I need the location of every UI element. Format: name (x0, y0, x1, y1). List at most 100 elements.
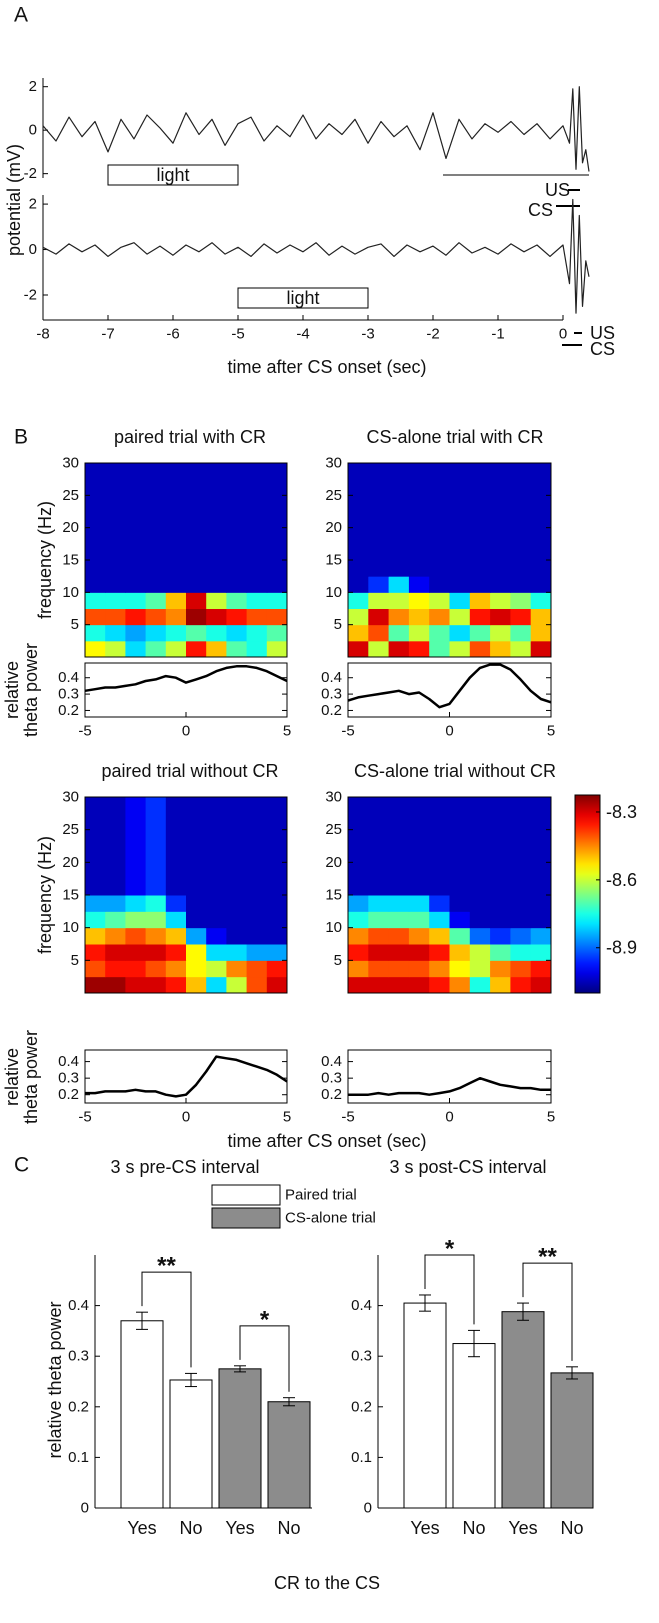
heatmap-cell (246, 927, 268, 945)
heatmap-cell (530, 592, 552, 609)
heatmap-cell (105, 911, 126, 929)
chart-title: 3 s pre-CS interval (110, 1157, 259, 1177)
x-tick-label: No (560, 1518, 583, 1538)
heatmap-cell (206, 944, 227, 961)
y-tick-label: 0.3 (321, 686, 342, 703)
heatmap-cell (368, 976, 390, 994)
heatmap-cell (206, 797, 227, 896)
heatmap-cell (348, 576, 369, 593)
heatmap-cell (145, 911, 167, 929)
heatmap-cell (388, 560, 410, 577)
x-tick-label: -2 (426, 326, 439, 343)
heatmap-cell (490, 976, 511, 994)
heatmap-cell (449, 576, 471, 593)
heatmap-cell (429, 797, 450, 896)
heatmap-cell (408, 640, 430, 658)
heatmap-cell (226, 797, 248, 896)
heatmap-cell (408, 927, 430, 945)
colorbar-tick-label: -8.3 (606, 802, 637, 822)
heatmap-cell (408, 895, 430, 912)
y-tick-label: 30 (325, 789, 342, 806)
heatmap-cell (530, 463, 552, 561)
heatmap-cell (266, 895, 288, 912)
heatmap-cell (469, 797, 491, 896)
heatmap-cell (186, 911, 207, 929)
heatmap-cell (490, 576, 511, 593)
heatmap-cell (510, 576, 532, 593)
y-axis-label: relative theta power (45, 1301, 65, 1458)
heatmap-cell (368, 895, 390, 912)
y-tick-label: 0 (29, 122, 37, 139)
heatmap-cell (510, 976, 532, 994)
heatmap-cell (429, 640, 450, 658)
heatmap-cell (246, 576, 268, 593)
heatmap-cell (186, 927, 207, 945)
y-tick-label: 0.2 (58, 702, 79, 719)
heatmap-cell (125, 592, 147, 609)
heatmap-cell (469, 560, 491, 577)
heatmap-cell (186, 976, 207, 994)
heatmap-cell (105, 576, 126, 593)
heatmap-cell (186, 463, 207, 561)
heatmap-cell (165, 608, 187, 626)
heatmap-cell (490, 560, 511, 577)
heatmap-cell (206, 576, 227, 593)
y-tick-label: 25 (325, 487, 342, 504)
heatmap-cell (388, 960, 410, 978)
y-tick-label: 10 (62, 584, 79, 601)
heatmap-cell (469, 976, 491, 994)
heatmap-cell (510, 895, 532, 912)
heatmap-cell (125, 927, 147, 945)
y-tick-label: 0.2 (351, 1398, 372, 1415)
heatmap-cell (469, 895, 491, 912)
y-tick-label: 0.2 (58, 1086, 79, 1103)
x-tick-label: 0 (182, 1109, 190, 1126)
heatmap-cell (145, 463, 167, 561)
heatmap-cell (165, 624, 187, 642)
heatmap-cell (510, 463, 532, 561)
heatmap-cell (408, 624, 430, 642)
heatmap-cell (125, 608, 147, 626)
heatmap-cell (206, 560, 227, 577)
heatmap-cell (125, 895, 147, 912)
heatmap-cell (429, 960, 450, 978)
y-tick-label: 0.2 (321, 702, 342, 719)
heatmap-cell (105, 592, 126, 609)
y-tick-label: 0.4 (58, 669, 79, 686)
panel-label: B (14, 426, 28, 449)
y-tick-label: 5 (334, 952, 342, 969)
heatmap-cell (510, 560, 532, 577)
heatmap-cell (105, 608, 126, 626)
heatmap-cell (469, 592, 491, 609)
y-tick-label: -2 (24, 165, 37, 182)
bar (169, 1379, 213, 1509)
x-tick-label: 0 (445, 723, 453, 740)
heatmap-cell (490, 624, 511, 642)
heatmap-cell (408, 944, 430, 961)
heatmap-cell (429, 895, 450, 912)
x-tick-label: No (462, 1518, 485, 1538)
heatmap-cell (368, 560, 390, 577)
heatmap-cell (85, 797, 106, 896)
heatmap-cell (510, 911, 532, 929)
heatmap-cell (429, 560, 450, 577)
heatmap-cell (85, 463, 106, 561)
heatmap-cell (105, 463, 126, 561)
heatmap-cell (490, 463, 511, 561)
heatmap-cell (429, 624, 450, 642)
heatmap-cell (510, 592, 532, 609)
heatmap-cell (449, 911, 471, 929)
heatmap-cell (105, 560, 126, 577)
heatmap-cell (246, 911, 268, 929)
x-tick-label: -5 (78, 1109, 91, 1126)
heatmap-cell (388, 797, 410, 896)
heatmap-cell (145, 944, 167, 961)
heatmap-cell (388, 895, 410, 912)
bar (120, 1320, 164, 1509)
heatmap-cell (206, 895, 227, 912)
y-tick-label: 20 (325, 519, 342, 536)
heatmap-cell (348, 608, 369, 626)
heatmap-cell (266, 976, 288, 994)
stimulus-label: light (156, 165, 189, 185)
heatmap-cell (510, 960, 532, 978)
